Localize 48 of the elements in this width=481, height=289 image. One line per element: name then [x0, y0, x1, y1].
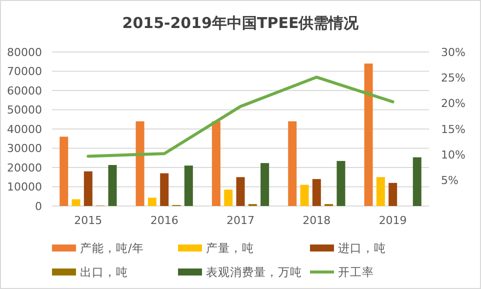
y2-tick-label: 20%: [441, 97, 466, 110]
bar: [388, 182, 398, 206]
y-tick-label: 10000: [7, 180, 42, 194]
bar: [336, 160, 346, 206]
bar: [108, 164, 117, 206]
y-tick-label: 80000: [7, 46, 42, 59]
legend-label: 产量，吨: [206, 241, 254, 256]
bar: [136, 121, 144, 206]
bar: [312, 179, 321, 206]
legend-label: 开工率: [338, 265, 374, 280]
bar: [300, 184, 309, 206]
bar: [212, 121, 220, 206]
bar: [60, 136, 68, 206]
y-tick-label: 40000: [7, 122, 42, 136]
bar: [184, 166, 193, 206]
line-series: [86, 76, 394, 158]
bar: [224, 190, 233, 206]
bar: [288, 121, 297, 206]
bar: [84, 171, 92, 206]
legend-label: 表观消费量，万吨: [206, 265, 302, 280]
y-tick-label: 50000: [7, 104, 42, 117]
x-tick-label: 2018: [302, 214, 331, 227]
bar: [160, 173, 169, 206]
y2-tick-label: 15%: [441, 122, 466, 136]
bar: [260, 163, 270, 206]
bar: [236, 177, 245, 206]
bar: [412, 157, 422, 206]
y2-tick-label: 30%: [441, 46, 466, 59]
y-tick-label: 0: [35, 200, 42, 213]
bar: [72, 199, 80, 206]
y2-tick-label: 25%: [441, 72, 466, 85]
bar: [364, 64, 373, 206]
x-tick-label: 2017: [226, 214, 254, 227]
x-tick-label: 2015: [74, 214, 102, 227]
bar: [148, 198, 156, 206]
legend-label: 进口，吨: [338, 241, 386, 256]
x-tick-label: 2019: [378, 214, 407, 227]
y2-tick-label: 10%: [441, 148, 466, 162]
y2-tick-label: 5%: [441, 174, 458, 188]
y-tick-label: 60000: [7, 84, 42, 98]
bar: [376, 177, 385, 206]
legend-label: 产能，吨/年: [80, 241, 144, 256]
y-tick-label: 70000: [7, 65, 42, 78]
y-tick-label: 20000: [7, 161, 42, 174]
y-tick-label: 30000: [7, 142, 42, 156]
x-tick-label: 2016: [150, 214, 178, 227]
legend-label: 出口，吨: [80, 265, 128, 280]
chart-title: 2015-2019年中国TPEE供需情况: [122, 14, 360, 32]
